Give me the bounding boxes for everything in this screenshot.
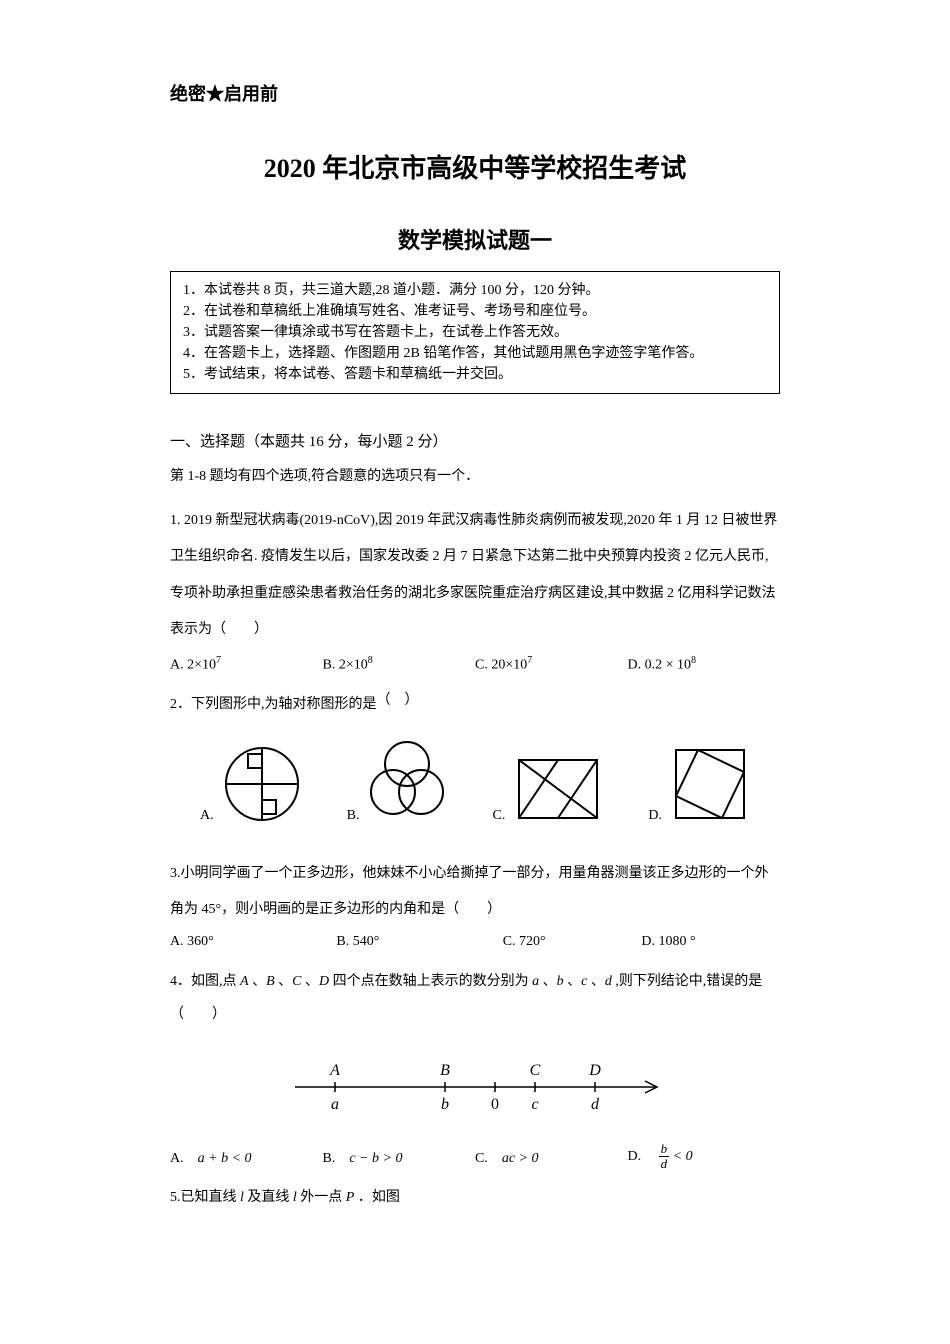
q4-s3: 、 <box>301 974 319 989</box>
q5-p2: ．如图 <box>354 1190 400 1205</box>
q4-option-c: C. ac > 0 <box>475 1147 628 1167</box>
q2-option-d: D. <box>648 744 750 824</box>
q1-a-sup: 7 <box>216 655 221 666</box>
instruction-line: 3．试题答案一律填涂或书写在答题卡上，在试卷上作答无效。 <box>183 322 767 343</box>
q1-c-text: C. 20×10 <box>475 657 527 672</box>
instruction-line: 4．在答题卡上，选择题、作图题用 2B 铅笔作答，其他试题用黑色字迹签字笔作答。 <box>183 343 767 364</box>
q4-s6: 、 <box>587 974 605 989</box>
nl-d: d <box>591 1096 600 1113</box>
q4-d-num: b <box>659 1142 670 1157</box>
question-4-text: 4．如图,点 A 、B 、C 、D 四个点在数轴上表示的数分别为 a 、b 、c… <box>170 964 780 1037</box>
q3-option-c: C. 720° <box>503 934 642 950</box>
q4-option-b: B. c − b > 0 <box>323 1147 476 1167</box>
nl-c: c <box>531 1096 538 1113</box>
q4-s2: 、 <box>275 974 293 989</box>
nl-b: b <box>441 1096 449 1113</box>
nl-0: 0 <box>491 1096 499 1113</box>
q1-option-b: B. 2×108 <box>323 655 476 674</box>
q1-b-text: B. 2×10 <box>323 657 368 672</box>
q1-a-text: A. 2×10 <box>170 657 216 672</box>
q1-option-d: D. 0.2 × 108 <box>628 655 781 674</box>
question-1-text: 1. 2019 新型冠状病毒(2019-nCoV),因 2019 年武汉病毒性肺… <box>170 503 780 649</box>
q2-option-b: B. <box>347 740 448 824</box>
section-1-title: 一、选择题（本题共 16 分，每小题 2 分） <box>170 430 780 451</box>
shape-d-icon <box>670 744 750 824</box>
section-1-note: 第 1-8 题均有四个选项,符合题意的选项只有一个． <box>170 465 780 485</box>
q4-s4: 、 <box>539 974 557 989</box>
q2-option-c: C. <box>493 754 604 824</box>
q4-d-pre: D. <box>628 1149 656 1164</box>
q4-c-pre: C. <box>475 1151 502 1166</box>
q4-A: A <box>240 974 249 989</box>
q4-c-expr: ac > 0 <box>502 1151 539 1166</box>
number-line-diagram: A B C D a b 0 c d <box>170 1059 780 1120</box>
q2-c-label: C. <box>493 808 506 824</box>
q2-option-a: A. <box>200 744 302 824</box>
q3-option-b: B. 540° <box>336 934 502 950</box>
q4-B: B <box>266 974 275 989</box>
question-3-text: 3.小明同学画了一个正多边形，他妹妹不小心给撕掉了一部分，用量角器测量该正多边形… <box>170 856 780 929</box>
exam-subtitle: 数学模拟试题一 <box>170 223 780 255</box>
nl-B: B <box>440 1062 450 1079</box>
q4-b-pre: B. <box>323 1151 350 1166</box>
q2-paren: （ ） <box>377 693 419 708</box>
q2-b-label: B. <box>347 808 360 824</box>
q3-option-a: A. 360° <box>170 934 336 950</box>
instruction-line: 1．本试卷共 8 页，共三道大题,28 道小题．满分 100 分，120 分钟。 <box>183 280 767 301</box>
q4-s5: 、 <box>564 974 582 989</box>
q4-b: b <box>557 974 564 989</box>
q4-D: D <box>319 974 329 989</box>
question-5-text: 5.已知直线 l 及直线 l 外一点 P ．如图 <box>170 1186 780 1206</box>
nl-a: a <box>331 1096 339 1113</box>
instruction-line: 5．考试结束，将本试卷、答题卡和草稿纸一并交回。 <box>183 364 767 385</box>
q4-a-pre: A. <box>170 1151 198 1166</box>
q3-option-d: D. 1080 ° <box>641 934 780 950</box>
question-1-options: A. 2×107 B. 2×108 C. 20×107 D. 0.2 × 108 <box>170 655 780 674</box>
question-2-shapes: A. B. C. D. <box>170 730 780 834</box>
q1-option-c: C. 20×107 <box>475 655 628 674</box>
q4-s1: 、 <box>249 974 267 989</box>
question-2-text: 2．下列图形中,为轴对称图形的是（ ） <box>170 687 780 723</box>
question-3-options: A. 360° B. 540° C. 720° D. 1080 ° <box>170 934 780 950</box>
exam-title: 2020 年北京市高级中等学校招生考试 <box>170 148 780 185</box>
q4-d-den: d <box>659 1157 670 1171</box>
q4-d-tail: < 0 <box>673 1149 693 1164</box>
q2-d-label: D. <box>648 808 662 824</box>
q1-c-sup: 7 <box>527 655 532 666</box>
q5-p1: 外一点 <box>297 1190 346 1205</box>
nl-A: A <box>329 1062 340 1079</box>
number-line-svg: A B C D a b 0 c d <box>275 1059 675 1115</box>
shape-a-icon <box>222 744 302 824</box>
q4-option-a: A. a + b < 0 <box>170 1147 323 1167</box>
q4-d: d <box>605 974 612 989</box>
q5-pre: 5.已知直线 <box>170 1190 240 1205</box>
q4-pre: 4．如图,点 <box>170 974 240 989</box>
q4-b-expr: c − b > 0 <box>349 1151 402 1166</box>
nl-D: D <box>588 1062 601 1079</box>
q4-a-expr: a + b < 0 <box>198 1151 252 1166</box>
q5-mid: 及直线 <box>244 1190 293 1205</box>
confidential-label: 绝密★启用前 <box>170 80 780 106</box>
q1-b-sup: 8 <box>368 655 373 666</box>
q4-post: ,则下列结论中,错误的是 <box>612 974 763 989</box>
instruction-line: 2．在试卷和草稿纸上准确填写姓名、准考证号、考场号和座位号。 <box>183 301 767 322</box>
shape-b-icon <box>367 740 447 824</box>
shape-c-icon <box>513 754 603 824</box>
q2-stem: 2．下列图形中,为轴对称图形的是 <box>170 697 377 712</box>
nl-C: C <box>530 1062 541 1079</box>
q1-option-a: A. 2×107 <box>170 655 323 674</box>
q2-a-label: A. <box>200 808 214 824</box>
q1-d-sup: 8 <box>691 655 696 666</box>
q4-paren: （ ） <box>170 1007 226 1022</box>
question-4-options: A. a + b < 0 B. c − b > 0 C. ac > 0 D. b… <box>170 1142 780 1172</box>
q4-mid: 四个点在数轴上表示的数分别为 <box>329 974 532 989</box>
q4-d-fraction: b d <box>659 1142 670 1172</box>
q4-option-d: D. b d < 0 <box>628 1142 781 1172</box>
q1-d-text: D. 0.2 × 10 <box>628 657 692 672</box>
instructions-box: 1．本试卷共 8 页，共三道大题,28 道小题．满分 100 分，120 分钟。… <box>170 271 780 394</box>
